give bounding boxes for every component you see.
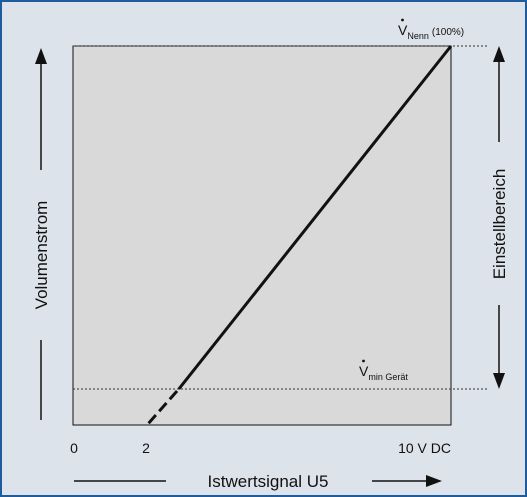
x-tick-label-10: 10 V DC: [398, 440, 451, 456]
x-tick-label-0: 0: [70, 440, 78, 456]
annotation-min-sub: min Gerät: [368, 372, 408, 382]
range-label: Einstellbereich: [490, 169, 509, 280]
x-axis-label: Istwertsignal U5: [208, 472, 329, 491]
annotation-min-flow: Vmin Gerät: [359, 363, 408, 382]
plot-area: [72, 45, 452, 426]
range-arrow-head-bottom: [493, 373, 505, 389]
annotation-nominal-flow: VNenn (100%): [398, 22, 464, 41]
series-layer: [147, 45, 453, 425]
annotation-nominal-sub: Nenn: [407, 31, 429, 41]
annotation-min-symbol: V: [359, 363, 369, 379]
y-axis-arrow-head: [35, 48, 47, 64]
annotation-nominal-symbol: V: [398, 22, 408, 38]
annotation-min-dot: [362, 359, 365, 363]
annotation-nominal-dot: [401, 18, 404, 22]
x-axis-arrow-head: [426, 475, 442, 487]
annotation-nominal-suffix: (100%): [432, 27, 464, 38]
x-tick-label-2: 2: [142, 440, 150, 456]
range-arrow-head-top: [493, 46, 505, 62]
y-axis-label: Volumenstrom: [32, 201, 51, 310]
series-line-dashed: [147, 388, 180, 425]
series-line-solid: [177, 45, 453, 390]
